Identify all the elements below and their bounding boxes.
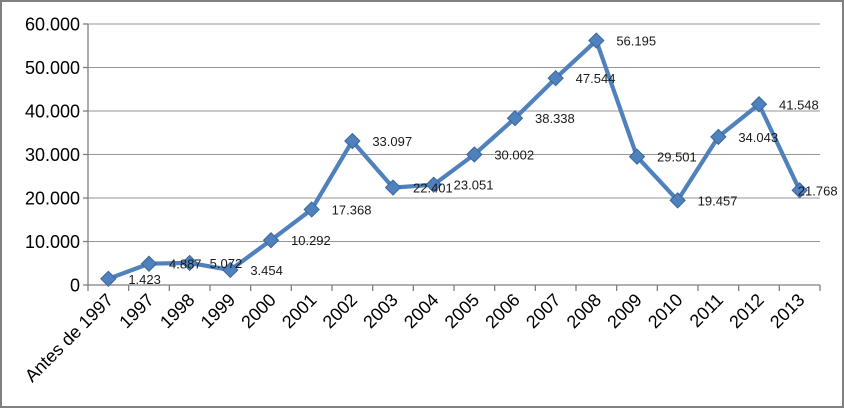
- y-tick-label: 50.000: [25, 58, 80, 78]
- x-tick-label: 2012: [725, 290, 767, 332]
- x-tick-label: 2000: [237, 290, 279, 332]
- x-tick-label: 2003: [359, 290, 401, 332]
- data-point-label: 23.051: [454, 178, 494, 193]
- x-tick-label: 2006: [481, 290, 523, 332]
- data-point-marker[interactable]: [506, 110, 524, 127]
- x-tick-label: 2008: [563, 290, 605, 332]
- data-point-marker[interactable]: [588, 32, 605, 49]
- data-point-label: 19.457: [698, 193, 738, 208]
- data-point-label: 5.072: [210, 256, 243, 271]
- x-tick-label: 2001: [278, 290, 320, 332]
- x-tick-label: 1998: [156, 290, 198, 332]
- data-point-label: 33.097: [372, 134, 412, 149]
- data-point-marker[interactable]: [628, 148, 646, 165]
- data-point-label: 30.002: [494, 147, 534, 162]
- data-point-marker[interactable]: [750, 96, 768, 113]
- data-point-marker[interactable]: [181, 254, 198, 272]
- data-point-label: 10.292: [291, 233, 331, 248]
- data-point-marker[interactable]: [384, 179, 402, 196]
- data-point-label: 1.423: [128, 272, 161, 287]
- data-point-marker[interactable]: [547, 69, 564, 87]
- x-tick-label: 1999: [197, 290, 239, 332]
- data-point-marker[interactable]: [344, 132, 361, 150]
- data-point-label: 3.454: [250, 263, 283, 278]
- y-tick-label: 0: [70, 276, 80, 296]
- data-point-label: 38.338: [535, 111, 575, 126]
- data-point-marker[interactable]: [100, 270, 117, 288]
- data-point-label: 41.548: [779, 97, 819, 112]
- y-tick-label: 10.000: [25, 232, 80, 252]
- data-point-label: 4.887: [169, 257, 202, 272]
- x-tick-label: 2009: [603, 290, 645, 332]
- x-tick-label: 2004: [400, 290, 442, 332]
- data-point-marker[interactable]: [669, 192, 686, 209]
- data-point-label: 34.043: [738, 130, 778, 145]
- x-tick-label: 2011: [686, 290, 728, 332]
- x-tick-label: 2007: [522, 290, 564, 332]
- data-point-marker[interactable]: [710, 128, 727, 146]
- x-tick-label: Antes de 1997: [21, 290, 117, 386]
- data-point-marker[interactable]: [425, 176, 442, 193]
- data-point-marker[interactable]: [466, 146, 483, 163]
- data-point-marker[interactable]: [791, 182, 808, 199]
- data-point-label: 47.544: [576, 71, 616, 86]
- y-tick-label: 60.000: [25, 15, 80, 35]
- data-point-label: 56.195: [616, 34, 656, 49]
- x-tick-label: 1997: [115, 290, 157, 332]
- x-tick-label: 2002: [319, 290, 361, 332]
- data-point-label: 29.501: [657, 150, 697, 165]
- data-point-marker[interactable]: [303, 201, 320, 218]
- data-point-label: 21.768: [798, 183, 838, 198]
- x-tick-label: 2010: [644, 290, 686, 332]
- data-point-marker[interactable]: [222, 261, 239, 279]
- x-tick-label: 2005: [441, 290, 483, 332]
- data-point-marker[interactable]: [140, 255, 158, 272]
- y-tick-label: 30.000: [25, 145, 80, 165]
- y-tick-label: 40.000: [25, 102, 80, 122]
- data-point-label: 17.368: [332, 202, 372, 217]
- data-point-marker[interactable]: [262, 232, 280, 249]
- x-tick-label: 2013: [766, 290, 808, 332]
- y-tick-label: 20.000: [25, 189, 80, 209]
- data-point-label: 22.401: [413, 181, 453, 196]
